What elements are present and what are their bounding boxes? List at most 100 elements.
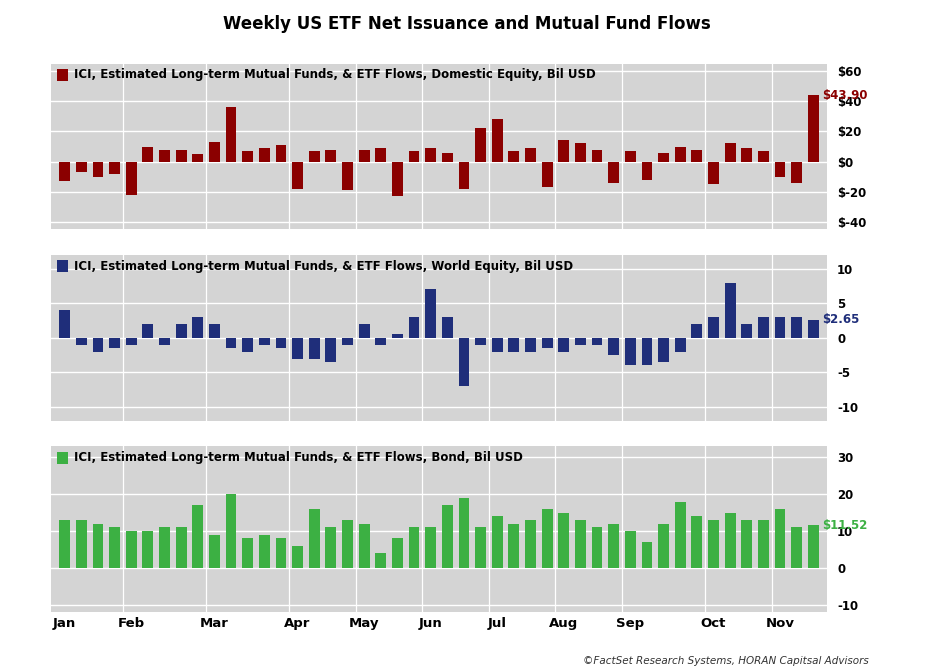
Bar — [342, 338, 353, 345]
Bar — [59, 162, 70, 181]
Bar — [791, 162, 802, 183]
Bar — [259, 535, 270, 568]
Bar — [559, 140, 569, 162]
Bar — [392, 539, 403, 568]
Text: ©FactSet Research Systems, HORAN Capitsal Advisors: ©FactSet Research Systems, HORAN Capitsa… — [583, 656, 869, 666]
Bar — [542, 509, 553, 568]
Bar — [226, 107, 236, 162]
Bar — [492, 516, 502, 568]
Bar — [758, 317, 769, 338]
Bar — [691, 150, 702, 162]
Bar — [591, 338, 602, 345]
Text: $11.52: $11.52 — [823, 519, 868, 532]
Bar — [292, 162, 303, 189]
Bar — [292, 338, 303, 359]
Bar — [542, 338, 553, 349]
Bar — [725, 282, 735, 338]
Bar — [575, 143, 586, 162]
Bar — [459, 338, 470, 386]
Bar — [425, 527, 436, 568]
Bar — [176, 324, 187, 338]
Bar — [276, 145, 287, 162]
Bar — [742, 148, 752, 162]
Bar — [126, 531, 136, 568]
Bar — [808, 96, 819, 162]
Bar — [242, 539, 253, 568]
Bar — [591, 150, 602, 162]
Bar — [143, 531, 153, 568]
Bar — [791, 317, 802, 338]
Bar — [242, 338, 253, 352]
Bar — [209, 324, 219, 338]
Bar — [192, 505, 204, 568]
Bar — [76, 338, 87, 345]
Bar — [758, 520, 769, 568]
Bar — [292, 546, 303, 568]
Bar — [92, 338, 104, 352]
Bar — [226, 338, 236, 349]
Bar — [259, 338, 270, 345]
Bar — [559, 338, 569, 352]
Bar — [674, 147, 686, 162]
Text: $2.65: $2.65 — [823, 313, 860, 326]
Bar — [525, 338, 536, 352]
Bar — [608, 524, 619, 568]
Bar — [109, 162, 120, 174]
Bar — [76, 162, 87, 172]
Bar — [375, 553, 386, 568]
Bar — [758, 151, 769, 162]
Bar — [408, 317, 419, 338]
Bar — [525, 148, 536, 162]
Bar — [276, 338, 287, 349]
Bar — [143, 324, 153, 338]
Bar — [674, 338, 686, 352]
Bar — [59, 310, 70, 338]
Bar — [442, 317, 453, 338]
Bar — [542, 162, 553, 187]
Bar — [126, 162, 136, 195]
Bar — [442, 505, 453, 568]
Bar — [309, 509, 319, 568]
Bar — [791, 527, 802, 568]
Bar — [226, 494, 236, 568]
Bar — [359, 150, 370, 162]
Bar — [408, 151, 419, 162]
Bar — [209, 142, 219, 162]
Bar — [92, 524, 104, 568]
Text: ICI, Estimated Long-term Mutual Funds, & ETF Flows, Domestic Equity, Bil USD: ICI, Estimated Long-term Mutual Funds, &… — [74, 68, 596, 82]
Bar — [508, 151, 519, 162]
Bar — [342, 520, 353, 568]
Bar — [92, 162, 104, 177]
Bar — [591, 527, 602, 568]
Bar — [143, 147, 153, 162]
Bar — [425, 148, 436, 162]
Bar — [608, 338, 619, 355]
Bar — [642, 338, 652, 365]
Bar — [658, 524, 669, 568]
Bar — [508, 338, 519, 352]
Bar — [259, 148, 270, 162]
Bar — [475, 527, 486, 568]
Bar — [192, 317, 204, 338]
Text: Weekly US ETF Net Issuance and Mutual Fund Flows: Weekly US ETF Net Issuance and Mutual Fu… — [223, 15, 711, 33]
Bar — [708, 162, 719, 184]
Text: ICI, Estimated Long-term Mutual Funds, & ETF Flows, Bond, Bil USD: ICI, Estimated Long-term Mutual Funds, &… — [74, 451, 523, 464]
Bar — [442, 153, 453, 162]
Bar — [425, 290, 436, 338]
Bar — [325, 527, 336, 568]
Bar — [342, 162, 353, 190]
Bar — [808, 525, 819, 568]
Bar — [276, 539, 287, 568]
Bar — [508, 524, 519, 568]
Bar — [309, 338, 319, 359]
Bar — [76, 520, 87, 568]
Text: $43.90: $43.90 — [823, 89, 868, 102]
Bar — [159, 150, 170, 162]
Bar — [159, 338, 170, 345]
Bar — [658, 338, 669, 362]
Bar — [708, 520, 719, 568]
Bar — [109, 527, 120, 568]
Bar — [808, 320, 819, 338]
Bar — [575, 338, 586, 345]
Bar — [109, 338, 120, 349]
